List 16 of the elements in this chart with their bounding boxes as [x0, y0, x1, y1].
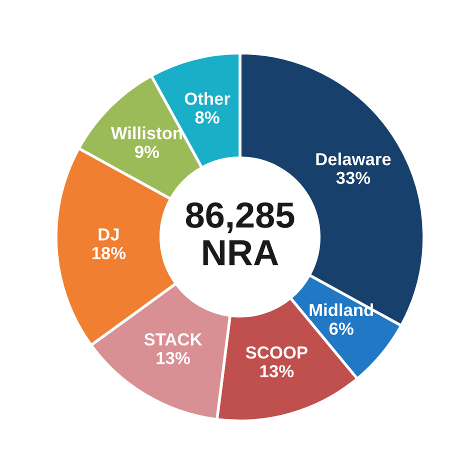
data-label: 6%: [329, 322, 354, 335]
slice-label: STACK: [144, 333, 202, 346]
slice-label: Midland: [310, 303, 374, 316]
text: 86,285: [186, 202, 294, 234]
data-label: 33%: [336, 172, 370, 184]
slice-label: DJ: [98, 228, 119, 241]
data-label: 8%: [195, 111, 220, 124]
slice-label: Williston: [110, 126, 182, 140]
data-label: 13%: [156, 352, 190, 364]
text: NRA: [203, 240, 278, 266]
slice-label: Other: [184, 92, 230, 105]
slice-label: SCOOP: [246, 346, 308, 359]
data-label: 13%: [260, 365, 294, 378]
data-label: 9%: [135, 146, 160, 158]
slice-label: Delaware: [316, 152, 391, 166]
data-label: 18%: [92, 246, 126, 260]
